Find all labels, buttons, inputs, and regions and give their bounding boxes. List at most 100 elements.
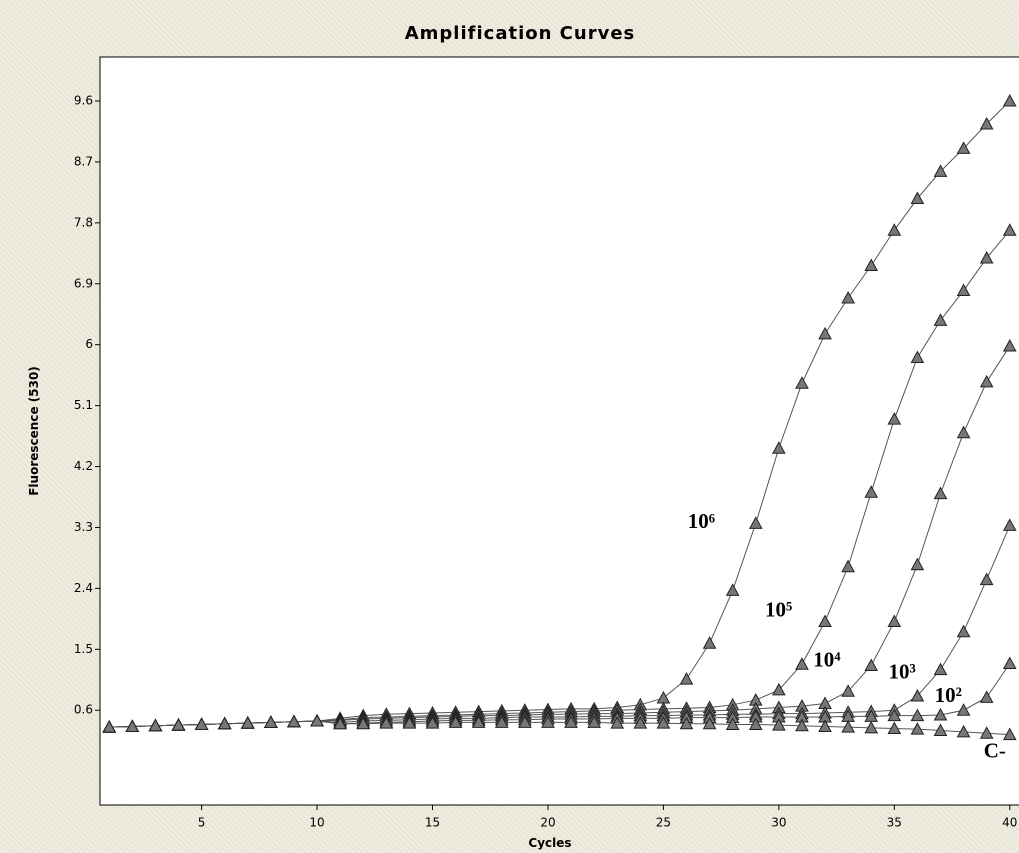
- x-tick-label: 20: [540, 816, 555, 830]
- marker: [910, 722, 925, 735]
- marker: [841, 720, 855, 733]
- marker: [956, 624, 971, 638]
- marker: [910, 350, 925, 364]
- y-tick-label: 3.3: [74, 520, 93, 534]
- marker: [148, 718, 163, 732]
- marker: [841, 684, 855, 697]
- marker: [125, 719, 140, 732]
- x-tick-label: 35: [887, 816, 902, 830]
- marker: [956, 425, 971, 439]
- marker: [702, 636, 717, 649]
- marker: [818, 719, 832, 732]
- marker: [1002, 93, 1017, 107]
- x-tick-label: 5: [198, 816, 206, 830]
- marker: [864, 485, 879, 498]
- plot-area: [99, 56, 1019, 806]
- curve: [109, 720, 1010, 736]
- x-tick-label: 40: [1002, 816, 1017, 830]
- y-tick-label: 0.6: [74, 703, 93, 717]
- marker: [772, 682, 786, 696]
- y-tick-label: 6: [85, 337, 93, 351]
- y-tick-label: 8.7: [74, 154, 93, 168]
- marker: [587, 715, 601, 728]
- marker: [240, 716, 255, 729]
- y-tick-label: 1.5: [74, 642, 93, 656]
- marker: [402, 716, 417, 729]
- marker: [979, 572, 994, 586]
- x-tick-label: 15: [425, 816, 440, 830]
- marker: [633, 716, 648, 729]
- marker: [887, 614, 902, 628]
- marker: [933, 313, 948, 326]
- marker: [379, 716, 394, 729]
- marker: [471, 715, 486, 728]
- marker: [217, 716, 232, 730]
- marker: [956, 724, 971, 738]
- marker: [725, 583, 740, 596]
- marker: [310, 714, 324, 727]
- marker: [910, 688, 925, 702]
- curve-label: 10²: [935, 683, 962, 707]
- marker: [287, 714, 301, 728]
- marker: [887, 412, 902, 425]
- marker: [171, 718, 186, 731]
- marker: [679, 672, 694, 685]
- curve-label: C-: [984, 738, 1006, 762]
- marker: [541, 715, 555, 728]
- curve-label: 10⁴: [813, 647, 841, 671]
- y-tick-label: 7.8: [74, 215, 93, 229]
- marker: [979, 116, 994, 130]
- marker: [425, 716, 440, 729]
- marker: [795, 718, 809, 732]
- marker: [748, 717, 763, 730]
- y-tick-label: 5.1: [74, 398, 93, 412]
- marker: [864, 658, 879, 672]
- marker: [933, 164, 948, 177]
- x-tick-label: 25: [656, 816, 671, 830]
- marker: [841, 559, 855, 573]
- marker: [979, 374, 994, 388]
- curve-label: 10⁵: [765, 597, 792, 621]
- marker: [1002, 727, 1017, 741]
- marker: [725, 717, 740, 730]
- marker: [933, 486, 948, 500]
- marker: [887, 223, 902, 236]
- marker: [933, 662, 948, 676]
- marker: [772, 441, 786, 454]
- marker: [818, 614, 832, 628]
- marker: [748, 516, 763, 529]
- y-axis-label: Fluorescence (530): [27, 366, 41, 496]
- marker: [656, 716, 671, 729]
- marker: [1002, 518, 1017, 531]
- marker: [518, 715, 532, 728]
- marker: [910, 708, 925, 722]
- y-tick-label: 6.9: [74, 276, 93, 290]
- x-tick-label: 30: [771, 816, 786, 830]
- chart-title: Amplification Curves: [405, 23, 636, 44]
- marker: [795, 376, 809, 389]
- marker: [795, 657, 809, 670]
- marker: [194, 717, 209, 730]
- marker: [979, 251, 994, 264]
- marker: [102, 720, 117, 733]
- marker: [1002, 656, 1017, 670]
- marker: [1002, 223, 1017, 236]
- marker: [979, 690, 994, 703]
- marker: [979, 726, 994, 739]
- marker: [679, 716, 694, 730]
- marker: [772, 718, 786, 731]
- marker: [564, 715, 578, 728]
- marker: [887, 708, 902, 722]
- curve-label: 10³: [888, 659, 915, 683]
- marker: [956, 703, 971, 716]
- marker: [864, 258, 879, 271]
- marker: [910, 557, 925, 571]
- marker: [356, 716, 371, 730]
- marker: [933, 723, 948, 737]
- marker: [933, 707, 948, 721]
- marker: [841, 290, 855, 304]
- marker: [864, 720, 879, 734]
- marker: [494, 715, 509, 728]
- x-tick-label: 10: [309, 816, 324, 830]
